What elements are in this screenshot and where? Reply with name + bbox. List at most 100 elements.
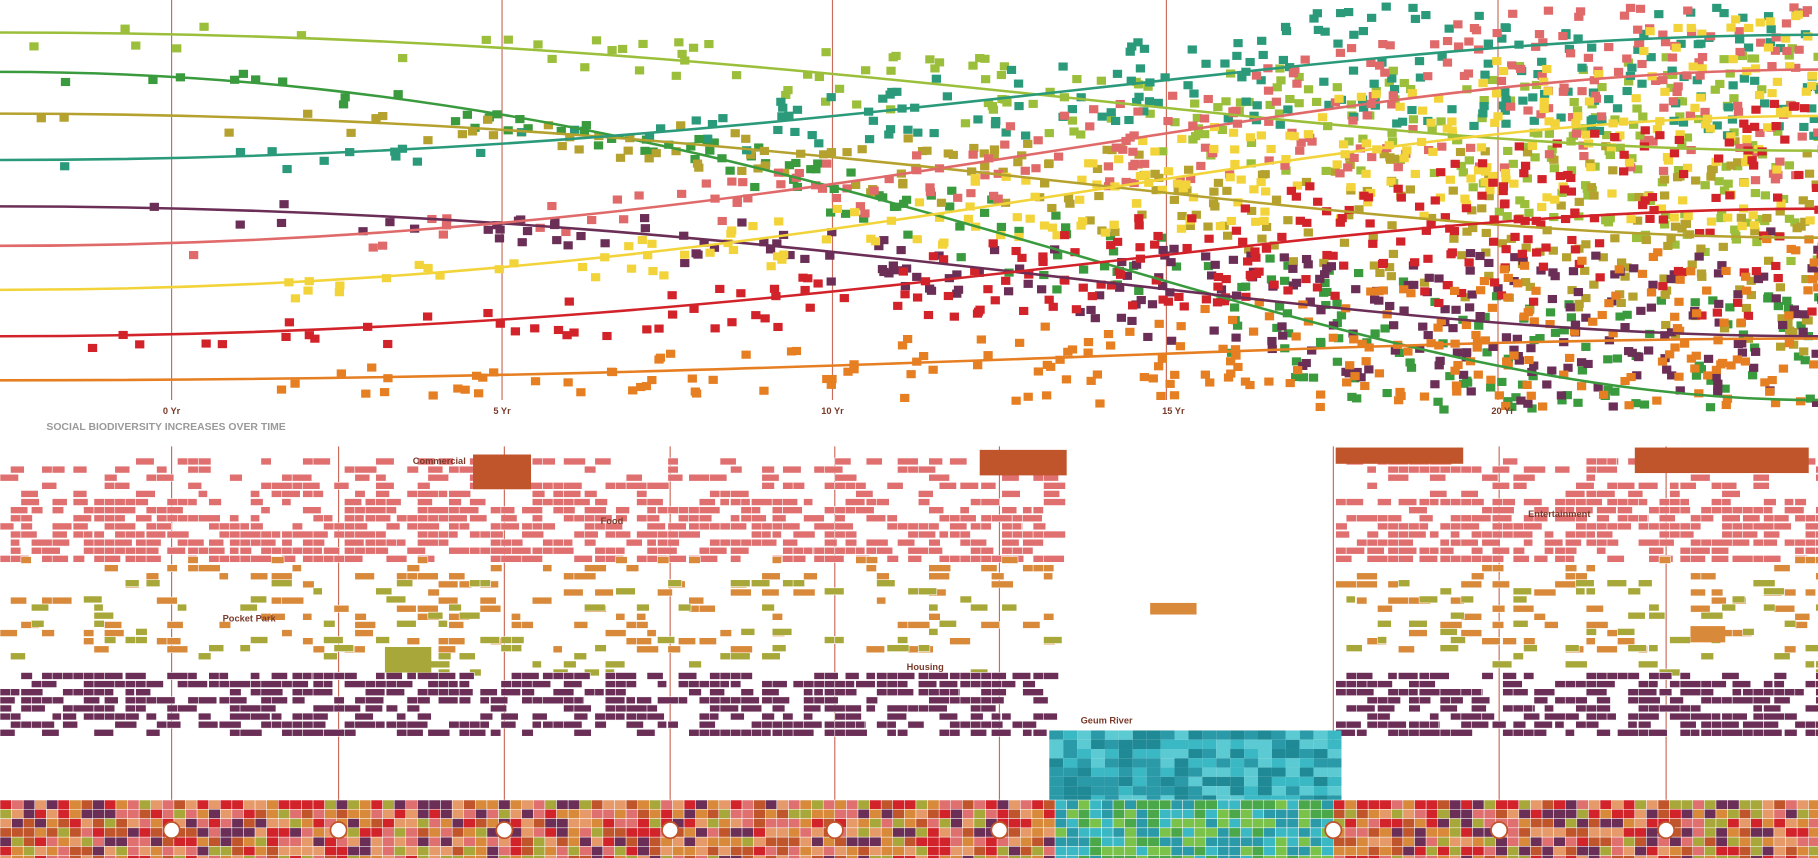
species-square (442, 214, 452, 223)
species-square (1645, 329, 1655, 338)
program-block (604, 482, 618, 490)
species-square (398, 54, 408, 63)
ground-block (1101, 855, 1114, 858)
species-square (1608, 329, 1618, 338)
ground-block (788, 799, 801, 810)
species-square (1724, 138, 1734, 147)
program-block (709, 704, 721, 713)
species-square (813, 159, 823, 168)
species-square (1352, 394, 1362, 403)
species-square (896, 246, 906, 255)
species-square (1305, 297, 1315, 306)
species-square (728, 245, 739, 255)
program-block (156, 720, 168, 729)
ground-block (927, 827, 940, 838)
species-square (842, 184, 852, 193)
program-block (980, 522, 992, 531)
species-square (1053, 152, 1064, 161)
river-block (1271, 786, 1286, 796)
species-square (1755, 128, 1765, 138)
program-block (500, 522, 520, 531)
program-block (1585, 621, 1609, 629)
program-block (448, 530, 459, 539)
species-square (938, 255, 949, 264)
species-square (1547, 145, 1557, 154)
species-square (1735, 285, 1745, 294)
species-square (667, 291, 677, 300)
species-square (1336, 9, 1346, 18)
program-block (563, 538, 574, 547)
river-block (1271, 749, 1286, 759)
ground-block (718, 827, 731, 838)
program-block (1752, 579, 1776, 587)
program-block (1377, 538, 1389, 547)
ground-block (1159, 809, 1172, 819)
program-block (271, 556, 285, 564)
program-block (584, 538, 597, 547)
species-square (1499, 265, 1510, 274)
program-block (1721, 603, 1736, 612)
program-block (1575, 572, 1588, 581)
species-square (1112, 237, 1123, 246)
program-block (834, 457, 852, 466)
species-square (886, 66, 896, 75)
ground-block (695, 818, 708, 829)
ground-block (822, 809, 836, 819)
species-square (827, 228, 837, 237)
species-square (303, 109, 313, 118)
program-block (1418, 522, 1429, 531)
species-square (1573, 112, 1583, 121)
species-square (1773, 273, 1783, 283)
species-square (1396, 193, 1406, 202)
ground-block (347, 836, 360, 847)
ground-block (521, 836, 534, 847)
ground-block (776, 799, 789, 810)
program-block (104, 629, 125, 637)
ground-block (1275, 809, 1288, 819)
program-block (959, 514, 977, 523)
program-block (469, 498, 487, 506)
species-square (1501, 245, 1511, 254)
species-square (1573, 34, 1583, 43)
species-square (1800, 217, 1810, 226)
ground-block (359, 855, 372, 858)
ground-block (996, 799, 1009, 810)
species-square (1260, 207, 1270, 216)
program-block (657, 680, 667, 688)
species-square (1731, 15, 1741, 24)
program-block (563, 588, 584, 597)
species-square (1265, 254, 1275, 263)
ground-block (904, 855, 917, 858)
species-square (976, 335, 986, 344)
species-square (1652, 396, 1662, 405)
species-square (1352, 367, 1362, 377)
species-square (773, 322, 783, 332)
species-square (1498, 182, 1509, 191)
program-block (385, 595, 407, 604)
species-square (279, 200, 289, 209)
species-square (1303, 228, 1313, 237)
ground-block (880, 846, 893, 856)
ground-block (173, 855, 186, 858)
ground-block (1217, 809, 1230, 819)
species-square (1610, 132, 1620, 142)
program-block (166, 621, 184, 629)
species-square (1814, 293, 1818, 302)
program-block (1022, 621, 1041, 629)
ground-block (1263, 836, 1276, 847)
river-block (1188, 776, 1203, 787)
program-block (886, 555, 899, 563)
species-square (1741, 303, 1752, 313)
species-square (879, 267, 889, 277)
ground-block (104, 809, 117, 819)
ground-block (312, 799, 325, 810)
ground-block (1147, 846, 1160, 856)
ground-block (1112, 855, 1125, 858)
species-square (1799, 122, 1809, 132)
program-block (594, 588, 614, 597)
ground-block (347, 799, 360, 810)
ground-block (614, 809, 627, 819)
species-square (1529, 336, 1539, 345)
program-block (771, 680, 788, 688)
ground-block (428, 846, 441, 856)
